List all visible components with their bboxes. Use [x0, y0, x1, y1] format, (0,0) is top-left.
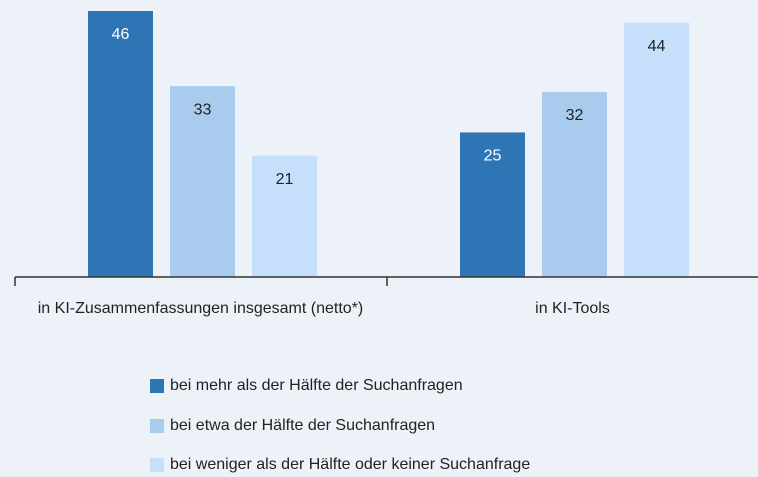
data-label: 33 — [194, 101, 212, 118]
category-label: in KI-Tools — [535, 300, 610, 317]
legend-swatch — [150, 419, 164, 433]
data-label: 46 — [112, 26, 130, 43]
legend-label: bei weniger als der Hälfte oder keiner S… — [170, 456, 530, 473]
data-label: 32 — [566, 107, 584, 124]
bar — [542, 91, 607, 278]
data-label: 44 — [648, 38, 666, 55]
data-label: 21 — [276, 171, 294, 188]
category-label: in KI-Zusammenfassungen insgesamt (netto… — [37, 300, 364, 317]
bar — [252, 155, 317, 277]
legend-swatch — [150, 379, 164, 393]
legend-swatch — [150, 458, 164, 472]
data-label: 25 — [484, 148, 502, 165]
legend-label: bei mehr als der Hälfte der Suchanfragen — [170, 377, 463, 394]
bar — [170, 86, 235, 277]
bar — [624, 22, 689, 278]
legend-label: bei etwa der Hälfte der Suchanfragen — [170, 417, 435, 434]
bar — [460, 132, 525, 277]
bar — [88, 11, 153, 277]
